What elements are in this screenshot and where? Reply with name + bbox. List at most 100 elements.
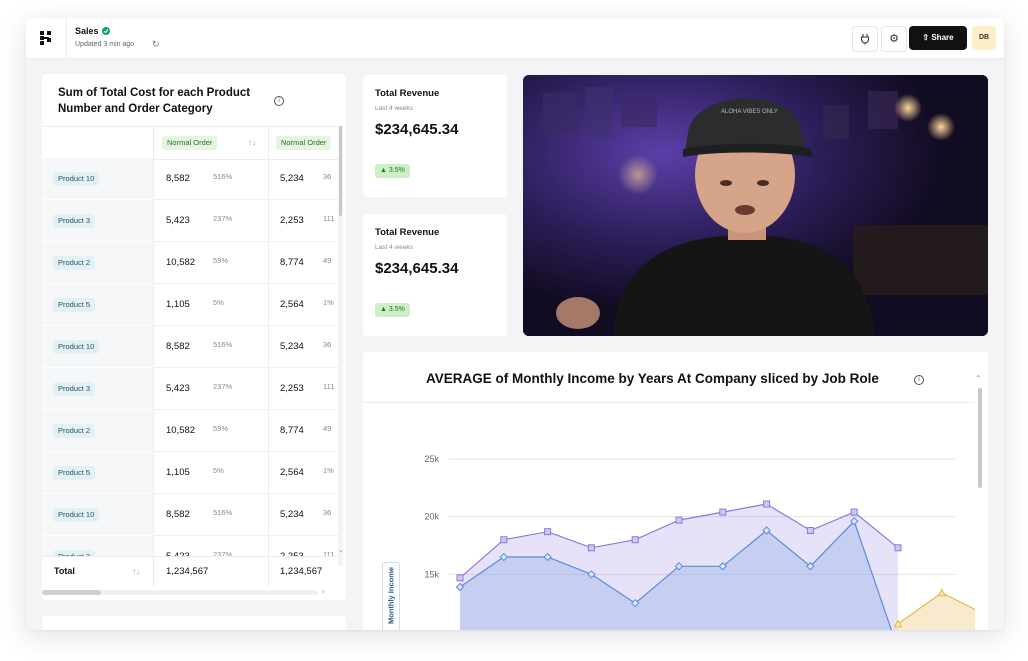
kpi-change-badge: ▲ 3.5% xyxy=(375,303,410,317)
data-point[interactable] xyxy=(762,526,771,535)
cell-percent: 237% xyxy=(213,550,233,556)
dashboard-window: Sales Updated 3 min ago ↻ ⚙ ⇧ Share DB S… xyxy=(26,18,1004,630)
table-row[interactable]: Product 3 5,423 237% 2,253 111 xyxy=(42,368,338,410)
data-point[interactable] xyxy=(849,517,859,526)
row-divider xyxy=(153,283,338,284)
column-divider xyxy=(268,326,269,368)
product-tag[interactable]: Product 3 xyxy=(53,550,96,556)
cell-percent: 1% xyxy=(323,298,334,307)
cell-value: 2,253 xyxy=(280,551,304,556)
cell-percent: 59% xyxy=(213,256,229,265)
product-tag[interactable]: Product 2 xyxy=(53,256,96,270)
sort-icon[interactable]: ↑↓ xyxy=(248,138,256,147)
cell-value: 2,253 xyxy=(280,215,304,226)
data-point[interactable] xyxy=(674,562,684,571)
kpi-change-badge: ▲ 3.5% xyxy=(375,164,410,178)
horizontal-scrollbar-thumb[interactable] xyxy=(42,590,101,595)
data-point[interactable] xyxy=(675,516,683,524)
data-point[interactable] xyxy=(499,552,509,562)
table-row[interactable]: Product 10 8,582 516% 5,234 36 xyxy=(42,326,338,368)
data-point[interactable] xyxy=(763,500,771,508)
data-point[interactable] xyxy=(456,574,464,582)
data-point[interactable] xyxy=(544,528,552,536)
cell-value: 1,105 xyxy=(166,299,190,310)
column-header-normal-order[interactable]: Normal Order xyxy=(162,136,218,150)
scroll-right-icon[interactable]: › xyxy=(322,587,325,596)
data-point[interactable] xyxy=(806,527,814,535)
y-tick-label: 20k xyxy=(424,512,439,522)
data-point[interactable] xyxy=(850,508,858,516)
table-row[interactable]: Product 2 10,582 59% 8,774 49 xyxy=(42,242,338,284)
chart-scrollbar[interactable] xyxy=(977,388,983,630)
avatar[interactable]: DB xyxy=(972,26,996,50)
cell-percent: 49 xyxy=(323,424,332,433)
share-icon: ⇧ xyxy=(922,33,930,42)
logo[interactable] xyxy=(26,18,67,58)
cell-percent: 59% xyxy=(213,424,229,433)
table-row[interactable]: Product 3 5,423 237% 2,253 111 xyxy=(42,200,338,242)
table-row[interactable]: Product 10 8,582 516% 5,234 36 xyxy=(42,158,338,200)
total-row: Total ↑↓ 1,234,567 1,234,567 xyxy=(42,556,338,587)
data-point[interactable] xyxy=(893,619,903,628)
data-point[interactable] xyxy=(587,570,596,579)
kpi-card: Total Revenue Last 4 weeks $234,645.34 ▲… xyxy=(363,214,507,336)
cell-value: 2,253 xyxy=(280,383,304,394)
cell-value: 10,582 xyxy=(166,425,196,436)
data-point[interactable] xyxy=(631,536,639,544)
data-point[interactable] xyxy=(500,536,508,544)
column-divider xyxy=(153,557,154,587)
table-row[interactable]: Product 5 1,105 5% 2,564 1% xyxy=(42,284,338,326)
cell-percent: 36 xyxy=(323,508,332,517)
data-point[interactable] xyxy=(806,562,815,571)
product-tag[interactable]: Product 5 xyxy=(53,466,96,480)
data-point[interactable] xyxy=(455,582,465,592)
table-row[interactable]: Product 5 1,105 5% 2,564 1% xyxy=(42,452,338,494)
horizontal-scrollbar[interactable] xyxy=(42,590,318,595)
product-tag[interactable]: Product 3 xyxy=(53,214,96,228)
info-icon[interactable]: i xyxy=(274,96,284,106)
product-tag[interactable]: Product 10 xyxy=(53,172,100,186)
total-value-2: 1,234,567 xyxy=(280,566,323,577)
refresh-icon[interactable]: ↻ xyxy=(152,39,160,49)
column-divider xyxy=(268,557,269,587)
table-row[interactable]: Product 2 10,582 59% 8,774 49 xyxy=(42,410,338,452)
table-scrollbar[interactable] xyxy=(338,126,343,566)
y-tick-label: 25k xyxy=(424,454,439,464)
table-row[interactable]: Product 10 8,582 516% 5,234 36 xyxy=(42,494,338,536)
table-row[interactable]: Product 3 5,423 237% 2,253 111 xyxy=(42,536,338,556)
data-point[interactable] xyxy=(719,508,727,516)
row-divider xyxy=(153,325,338,326)
connect-button[interactable] xyxy=(852,26,878,52)
chart-scrollbar-thumb[interactable] xyxy=(978,388,982,488)
product-tag[interactable]: Product 10 xyxy=(53,508,100,522)
column-divider xyxy=(268,200,269,242)
data-point[interactable] xyxy=(543,552,552,562)
product-tag[interactable]: Product 10 xyxy=(53,340,100,354)
product-tag[interactable]: Product 2 xyxy=(53,424,96,438)
data-point[interactable] xyxy=(718,562,728,571)
video-panel[interactable]: ALOHA VIBES ONLY xyxy=(523,75,988,336)
share-label: Share xyxy=(931,33,954,42)
kpi-subtitle: Last 4 weeks xyxy=(375,105,413,112)
column-divider xyxy=(153,158,154,200)
share-button[interactable]: ⇧ Share xyxy=(909,26,967,50)
sort-icon[interactable]: ↑↓ xyxy=(132,567,140,576)
scroll-up-icon[interactable]: ⌃ xyxy=(975,374,982,383)
column-header-normal-order-2[interactable]: Normal Order xyxy=(276,136,332,150)
settings-button[interactable]: ⚙ xyxy=(881,26,907,52)
table-scrollbar-thumb[interactable] xyxy=(339,126,342,216)
pivot-table-card: Sum of Total Cost for each Product Numbe… xyxy=(42,74,346,600)
data-point[interactable] xyxy=(587,544,595,552)
data-point[interactable] xyxy=(894,544,902,552)
scroll-down-icon[interactable]: ⌄ xyxy=(338,547,344,554)
column-divider xyxy=(268,127,269,159)
data-point[interactable] xyxy=(630,598,640,608)
cell-percent: 516% xyxy=(213,340,233,349)
info-icon[interactable]: i xyxy=(914,375,924,385)
data-point[interactable] xyxy=(937,588,947,597)
table-title: Sum of Total Cost for each Product Numbe… xyxy=(58,87,251,115)
product-tag[interactable]: Product 3 xyxy=(53,382,96,396)
product-tag[interactable]: Product 5 xyxy=(53,298,96,312)
cell-value: 5,234 xyxy=(280,173,304,184)
chart-plot: 25k 20k 15k xyxy=(424,454,975,630)
